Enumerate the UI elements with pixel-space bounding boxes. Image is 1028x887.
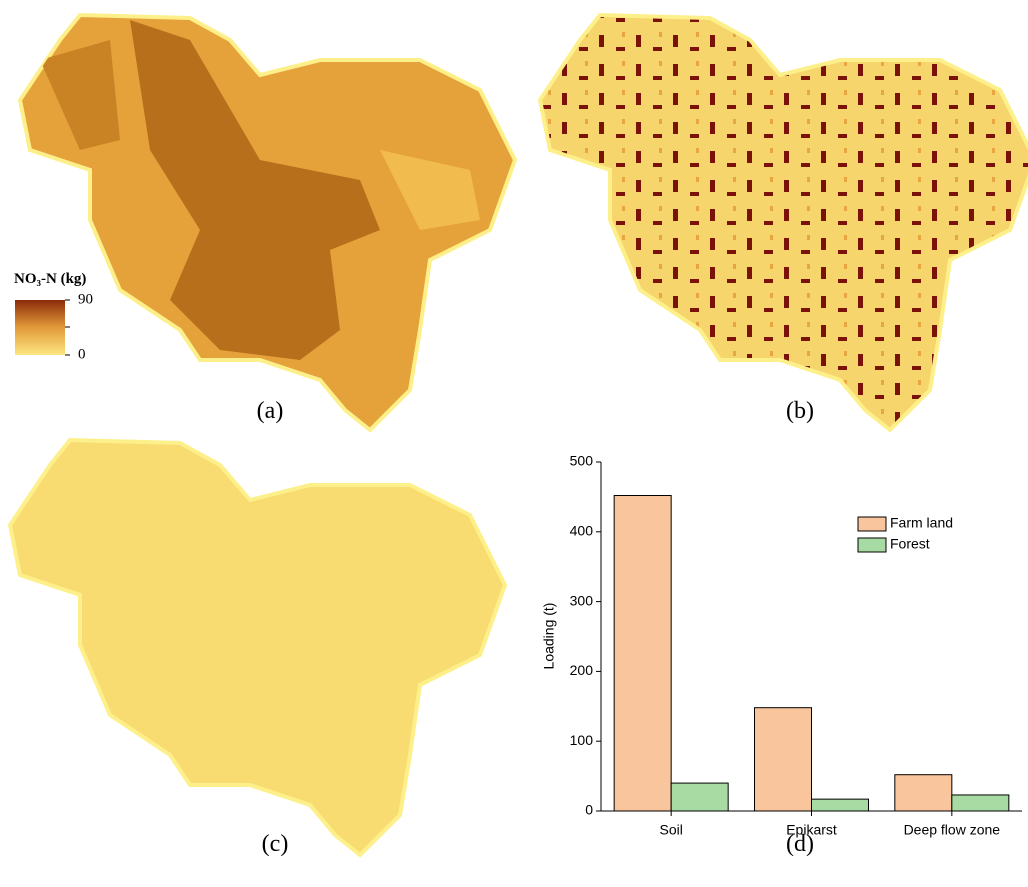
y-axis-label: Loading (t) — [541, 603, 557, 670]
y-tick-label: 0 — [585, 802, 593, 818]
panel-label: (a) — [257, 398, 284, 424]
bar — [812, 799, 869, 811]
y-tick-label: 200 — [570, 662, 594, 678]
y-tick-label: 300 — [570, 592, 594, 608]
colorbar-title: NO₃-N (kg) — [14, 271, 86, 287]
bar — [671, 783, 728, 811]
x-tick-label: Soil — [659, 822, 682, 838]
map-c — [10, 440, 505, 855]
x-tick-label: Deep flow zone — [904, 822, 1001, 838]
y-tick-label: 500 — [570, 453, 594, 469]
panel-label: (c) — [262, 831, 289, 857]
map-a — [20, 15, 515, 430]
bar-chart: Loading (t) 0 100 200 300 400 500 Soil Epikarst… — [541, 453, 1022, 838]
legend-swatch — [858, 538, 886, 552]
colorbar-tick-label: 90 — [78, 291, 93, 307]
colorbar-ramp — [15, 300, 65, 355]
bar — [895, 775, 952, 811]
bar — [952, 795, 1009, 811]
colorbar: NO₃-N (kg) — [14, 271, 86, 355]
map-b — [540, 15, 1028, 430]
y-tick-label: 100 — [570, 732, 594, 748]
legend-label: Farm land — [890, 515, 953, 531]
y-tick-label: 400 — [570, 523, 594, 539]
figure: NO₃-N (kg) (a) (b) (c) (d) Loading (t) 0… — [0, 0, 1028, 887]
legend-label: Forest — [890, 536, 930, 552]
bar — [614, 496, 671, 811]
x-tick-label: Epikarst — [786, 822, 837, 838]
panel-label: (b) — [786, 398, 814, 424]
bar — [755, 708, 812, 811]
colorbar-tick-label: 0 — [78, 346, 86, 362]
legend-swatch — [858, 517, 886, 531]
